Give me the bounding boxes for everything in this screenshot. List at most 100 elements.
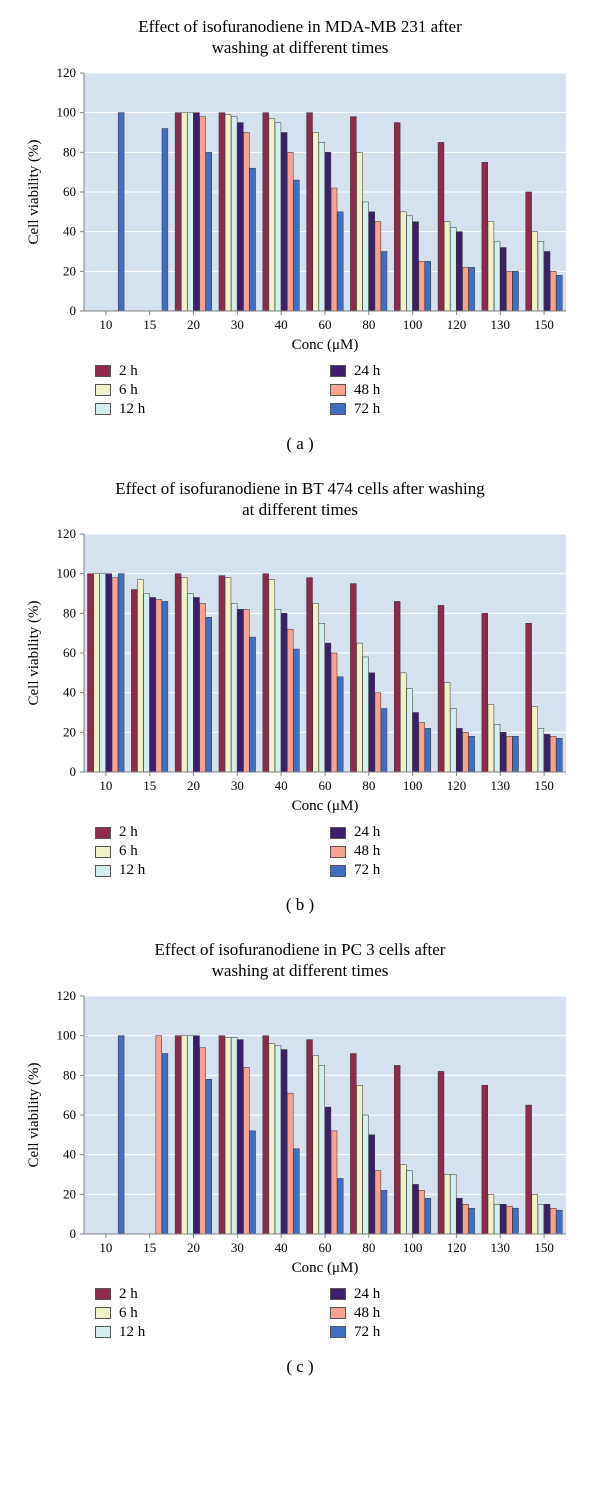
bar-24h — [106, 574, 112, 772]
bar-48h — [112, 578, 118, 772]
legend-label: 48 h — [354, 1305, 380, 1322]
bar-72h — [293, 180, 299, 311]
panel-c: Effect of isofuranodiene in PC 3 cells a… — [0, 933, 600, 1377]
x-tick-label: 120 — [447, 778, 467, 793]
bar-72h — [381, 1190, 387, 1234]
bar-6h — [488, 705, 494, 772]
bar-12h — [494, 241, 500, 310]
bar-72h — [162, 601, 168, 772]
bar-24h — [194, 1035, 200, 1233]
x-tick-label: 30 — [231, 1240, 244, 1255]
x-tick-label: 15 — [143, 778, 156, 793]
y-tick-label: 60 — [63, 1107, 76, 1122]
x-tick-label: 80 — [362, 778, 375, 793]
x-tick-label: 130 — [491, 1240, 511, 1255]
bar-48h — [419, 261, 425, 311]
bar-2h — [438, 605, 444, 772]
bar-12h — [187, 112, 193, 310]
bar-24h — [281, 1049, 287, 1233]
bar-48h — [331, 188, 337, 311]
bar-6h — [488, 1194, 494, 1234]
bar-72h — [206, 152, 212, 311]
title-line2: at different times — [242, 500, 358, 519]
legend-swatch-6h — [95, 846, 111, 858]
bar-12h — [319, 1065, 325, 1234]
bar-24h — [544, 1204, 550, 1234]
legend-item-12h: 12 h — [95, 1324, 300, 1341]
y-tick-label: 100 — [57, 566, 77, 581]
bar-6h — [225, 1037, 231, 1233]
bar-48h — [244, 1067, 250, 1234]
bar-12h — [450, 709, 456, 772]
title-line1: Effect of isofuranodiene in MDA-MB 231 a… — [138, 17, 462, 36]
bar-6h — [488, 221, 494, 310]
legend-item-6h: 6 h — [95, 1305, 300, 1322]
legend-swatch-12h — [95, 1326, 111, 1338]
y-tick-label: 0 — [70, 303, 77, 318]
bar-72h — [513, 1208, 519, 1234]
legend-label: 2 h — [119, 1286, 138, 1303]
x-tick-label: 40 — [275, 317, 288, 332]
legend-label: 24 h — [354, 363, 380, 380]
legend-label: 72 h — [354, 401, 380, 418]
legend: 2 h 6 h 12 h 24 h 48 h 72 h — [65, 361, 535, 420]
bar-12h — [231, 116, 237, 310]
legend-swatch-24h — [330, 1288, 346, 1300]
legend-label: 48 h — [354, 843, 380, 860]
title-line2: washing at different times — [212, 961, 389, 980]
bar-48h — [200, 116, 206, 310]
x-tick-label: 60 — [319, 1240, 332, 1255]
bar-12h — [144, 594, 150, 773]
legend-swatch-2h — [95, 1288, 111, 1300]
bar-12h — [450, 1174, 456, 1234]
bar-72h — [337, 211, 343, 310]
legend-label: 48 h — [354, 382, 380, 399]
bar-2h — [175, 112, 181, 310]
bar-12h — [494, 1204, 500, 1234]
bar-2h — [219, 576, 225, 772]
bar-12h — [319, 623, 325, 772]
bar-2h — [526, 1105, 532, 1234]
bar-48h — [419, 722, 425, 772]
legend-item-48h: 48 h — [330, 843, 535, 860]
x-tick-label: 60 — [319, 317, 332, 332]
x-tick-label: 20 — [187, 1240, 200, 1255]
bar-chart: 0204060801001201015203040608010012013015… — [20, 65, 580, 355]
bar-72h — [469, 1208, 475, 1234]
legend-swatch-6h — [95, 1307, 111, 1319]
bar-2h — [482, 1085, 488, 1234]
bar-72h — [337, 677, 343, 772]
bar-48h — [375, 693, 381, 772]
x-tick-label: 20 — [187, 778, 200, 793]
legend-label: 24 h — [354, 824, 380, 841]
bar-12h — [187, 1035, 193, 1233]
bar-2h — [438, 1071, 444, 1234]
bar-6h — [137, 580, 143, 772]
bar-12h — [363, 1115, 369, 1234]
bar-6h — [225, 114, 231, 310]
legend-item-48h: 48 h — [330, 1305, 535, 1322]
y-axis-label: Cell viability (%) — [26, 1062, 42, 1167]
bar-24h — [237, 609, 243, 772]
bar-2h — [219, 112, 225, 310]
bar-2h — [263, 1035, 269, 1233]
bar-72h — [162, 1053, 168, 1233]
bar-24h — [325, 643, 331, 772]
bar-48h — [550, 271, 556, 311]
bar-12h — [275, 1045, 281, 1233]
bar-24h — [544, 734, 550, 772]
legend-label: 24 h — [354, 1286, 380, 1303]
x-tick-label: 80 — [362, 317, 375, 332]
bar-24h — [413, 221, 419, 310]
bar-12h — [100, 574, 106, 772]
x-tick-label: 15 — [143, 317, 156, 332]
y-tick-label: 60 — [63, 184, 76, 199]
bar-72h — [425, 1198, 431, 1234]
bar-2h — [438, 142, 444, 311]
bar-24h — [325, 152, 331, 311]
bar-24h — [413, 713, 419, 773]
bar-6h — [181, 112, 187, 310]
bar-24h — [369, 1134, 375, 1233]
bar-48h — [156, 1035, 162, 1233]
bar-24h — [150, 597, 156, 772]
